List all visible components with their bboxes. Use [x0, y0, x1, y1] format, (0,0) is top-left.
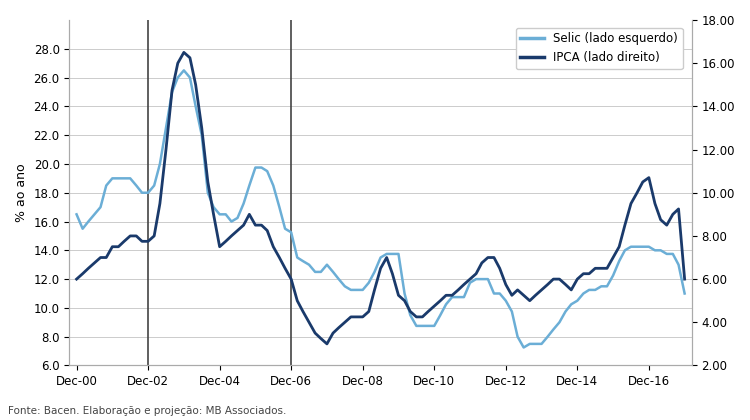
Text: Fonte: Bacen. Elaboração e projeção: MB Associados.: Fonte: Bacen. Elaboração e projeção: MB …	[8, 406, 286, 416]
Y-axis label: % ao ano: % ao ano	[15, 163, 28, 222]
Legend: Selic (lado esquerdo), IPCA (lado direito): Selic (lado esquerdo), IPCA (lado direit…	[515, 28, 682, 69]
